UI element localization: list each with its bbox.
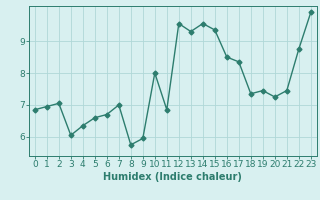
X-axis label: Humidex (Indice chaleur): Humidex (Indice chaleur)	[103, 172, 242, 182]
